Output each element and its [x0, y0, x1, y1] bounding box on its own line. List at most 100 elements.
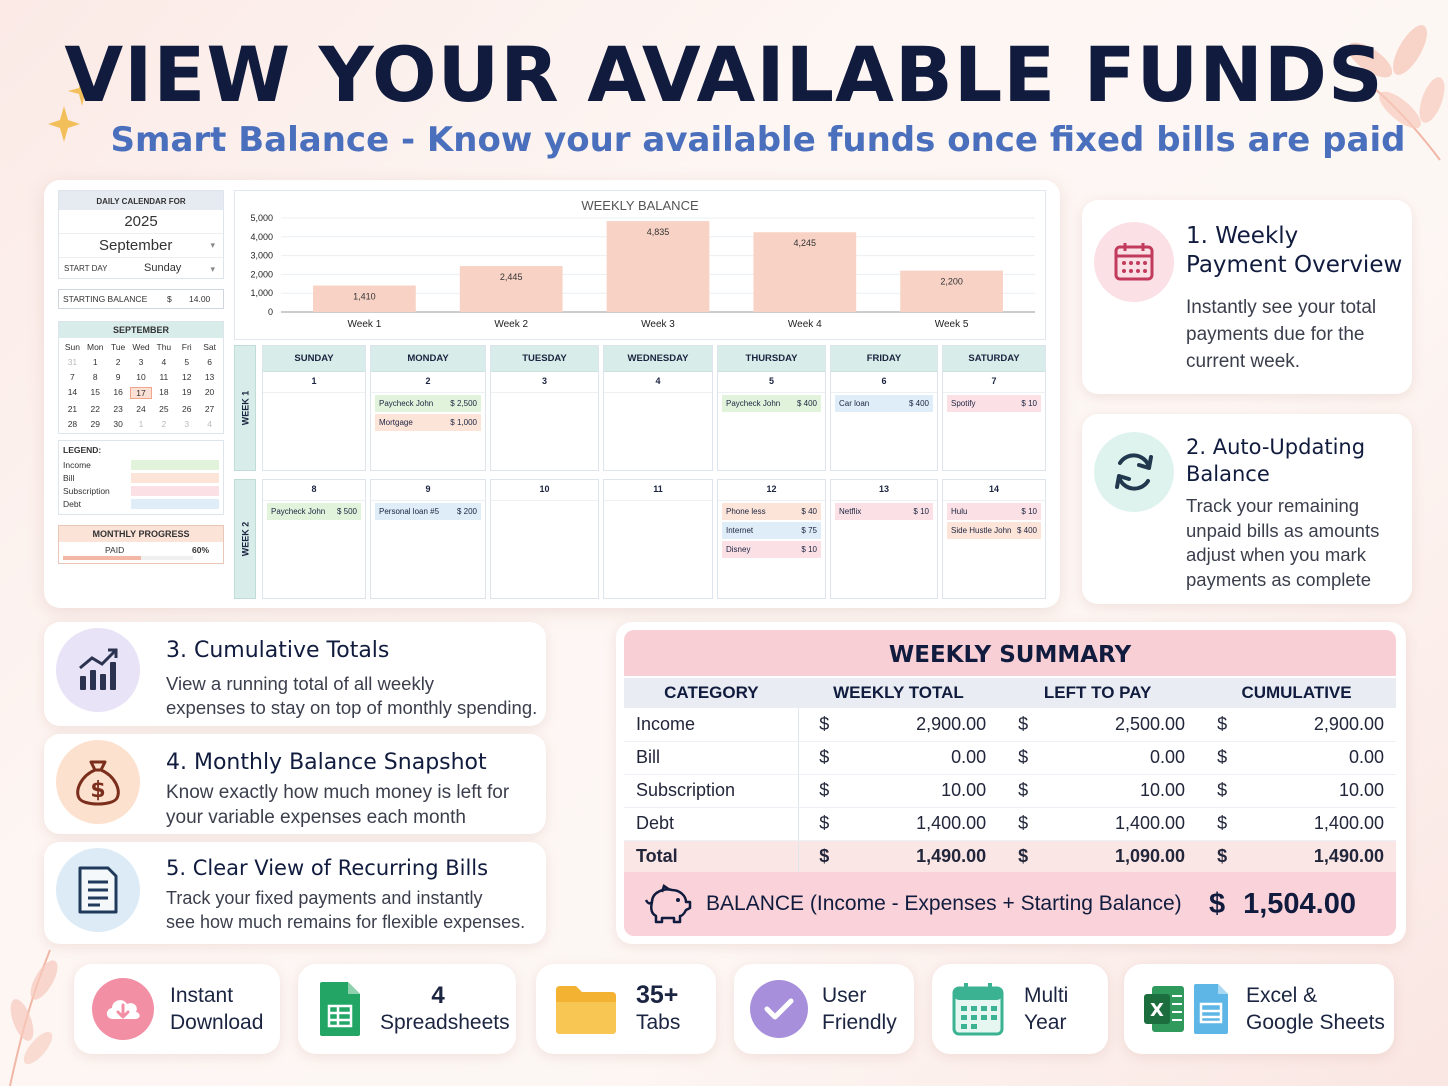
payment-entry[interactable]: Mortgage $ 1,000 — [375, 414, 481, 431]
start-day-value: Sunday — [144, 262, 182, 274]
week-label-text: WEEK 2 — [240, 521, 251, 557]
day-cell[interactable]: 14 Hulu $ 10 Side Hustle John $ 400 — [942, 479, 1046, 599]
mini-calendar-day[interactable]: 13 — [204, 372, 215, 382]
weekly-summary-table: CATEGORY WEEKLY TOTAL LEFT TO PAY CUMULA… — [624, 678, 1396, 874]
mini-calendar-day[interactable]: 12 — [181, 372, 192, 382]
mini-calendar-day[interactable]: 4 — [207, 419, 212, 429]
mini-calendar-day[interactable]: 2 — [161, 419, 167, 429]
mini-calendar-day[interactable]: 31 — [67, 357, 78, 367]
mini-calendar-day[interactable]: 16 — [113, 387, 123, 397]
start-day-select[interactable]: START DAY Sunday — [59, 257, 223, 278]
payment-entry[interactable]: Spotify $ 10 — [947, 395, 1041, 412]
day-cell[interactable]: SATURDAY 7 Spotify $ 10 — [942, 345, 1046, 471]
day-cell[interactable]: 11 — [603, 479, 713, 599]
month-select[interactable]: September — [59, 233, 223, 257]
mini-calendar-day[interactable]: 25 — [159, 404, 169, 414]
feature-desc-line: Track your remaining — [1186, 495, 1360, 516]
day-cell[interactable]: WEDNESDAY 4 — [603, 345, 713, 471]
starting-balance-value[interactable]: 14.00 — [189, 294, 211, 304]
feature-card-monthly-snapshot: $ 4. Monthly Balance Snapshot Know exact… — [44, 734, 546, 834]
mini-calendar-weekday: Mon — [87, 342, 104, 352]
mini-calendar-day[interactable]: 29 — [90, 419, 100, 429]
column-header: LEFT TO PAY — [998, 678, 1198, 708]
cumulative-cell: 1,400.00 — [1227, 807, 1396, 841]
mini-calendar-day[interactable]: 11 — [159, 372, 169, 382]
weekly-cell: 1,490.00 — [829, 840, 999, 874]
payment-entry[interactable]: Car loan $ 400 — [835, 395, 933, 412]
payment-entry[interactable]: Personal loan #5 $ 200 — [375, 503, 481, 520]
mini-calendar-day[interactable]: 17 — [129, 387, 153, 399]
column-header: CUMULATIVE — [1197, 678, 1396, 708]
feature-title-line: 1. Weekly — [1186, 223, 1299, 249]
mini-calendar-day[interactable]: 3 — [184, 419, 190, 429]
y-tick-label: 3,000 — [250, 251, 273, 261]
chart-growth-icon — [56, 628, 140, 712]
mini-calendar-day[interactable]: 24 — [136, 404, 146, 414]
legend-item: Income — [63, 458, 219, 471]
x-tick-label: Week 4 — [788, 319, 822, 330]
mini-calendar-day[interactable]: 2 — [115, 357, 121, 367]
mini-calendar-day[interactable]: 1 — [92, 357, 98, 367]
day-cell[interactable]: 8 Paycheck John $ 500 — [262, 479, 366, 599]
day-cell[interactable]: 9 Personal loan #5 $ 200 — [370, 479, 486, 599]
day-cell[interactable]: TUESDAY 3 — [490, 345, 599, 471]
mini-calendar-day[interactable]: 19 — [181, 387, 192, 397]
payment-entry[interactable]: Hulu $ 10 — [947, 503, 1041, 520]
feature-desc-line: your variable expenses each month — [166, 807, 466, 828]
y-tick-label: 1,000 — [250, 288, 273, 298]
mini-calendar-day[interactable]: 1 — [138, 419, 144, 429]
currency-cell: $ — [1197, 741, 1228, 775]
day-name-header: SATURDAY — [943, 346, 1045, 372]
total-row: Total $1,490.00 $1,090.00 $1,490.00 — [624, 840, 1396, 874]
payment-entry[interactable]: Phone less $ 40 — [722, 503, 821, 520]
mini-calendar-day[interactable]: 8 — [92, 372, 98, 382]
starting-balance-currency: $ — [167, 294, 172, 304]
mini-calendar-day[interactable]: 22 — [90, 404, 100, 414]
mini-calendar-day[interactable]: 5 — [184, 357, 190, 367]
mini-calendar-day[interactable]: 9 — [115, 372, 121, 382]
chart-bar — [313, 285, 416, 312]
payment-entry[interactable]: Paycheck John $ 500 — [267, 503, 361, 520]
payment-entry[interactable]: Paycheck John $ 400 — [722, 395, 821, 412]
payment-amount: $ 10 — [1021, 507, 1037, 516]
mini-calendar-day[interactable]: 18 — [159, 387, 169, 397]
day-cell[interactable]: SUNDAY 1 — [262, 345, 366, 471]
mini-calendar-day[interactable]: 15 — [90, 387, 100, 397]
mini-calendar-day[interactable]: 26 — [181, 404, 192, 414]
mini-calendar-day[interactable]: 6 — [207, 357, 212, 367]
day-cell[interactable]: MONDAY 2 Paycheck John $ 2,500 Mortgage $ 1,0… — [370, 345, 486, 471]
day-cell[interactable]: THURSDAY 5 Paycheck John $ 400 — [717, 345, 826, 471]
weekly-cell: 10.00 — [829, 774, 999, 808]
payment-entry[interactable]: Internet $ 75 — [722, 522, 821, 539]
mini-calendar-day[interactable]: 27 — [204, 404, 215, 414]
day-cell[interactable]: FRIDAY 6 Car loan $ 400 — [830, 345, 938, 471]
payment-entry[interactable]: Paycheck John $ 2,500 — [375, 395, 481, 412]
payment-name: Personal loan #5 — [379, 507, 440, 516]
check-circle-icon — [750, 980, 808, 1038]
day-cell[interactable]: 13 Netflix $ 10 — [830, 479, 938, 599]
payment-entry[interactable]: Disney $ 10 — [722, 541, 821, 558]
category-cell: Debt — [624, 807, 800, 841]
mini-calendar-day[interactable]: 21 — [67, 404, 78, 414]
feature-card-recurring-bills: 5. Clear View of Recurring Bills Track y… — [44, 842, 546, 944]
mini-calendar-day[interactable]: 7 — [70, 372, 75, 382]
mini-calendar-day[interactable]: 20 — [204, 387, 215, 397]
payment-entry[interactable]: Netflix $ 10 — [835, 503, 933, 520]
mini-calendar-day[interactable]: 4 — [161, 357, 167, 367]
mini-calendar-day[interactable]: 3 — [138, 357, 144, 367]
payment-entry[interactable]: Side Hustle John $ 400 — [947, 522, 1041, 539]
mini-calendar-day[interactable]: 23 — [113, 404, 123, 414]
day-number: 8 — [263, 480, 365, 501]
day-cell[interactable]: 10 — [490, 479, 599, 599]
mini-calendar-day[interactable]: 14 — [67, 387, 78, 397]
mini-calendar-day[interactable]: 30 — [113, 419, 123, 429]
currency-cell: $ — [1197, 774, 1228, 808]
currency-cell: $ — [798, 807, 830, 841]
day-cell[interactable]: 12 Phone less $ 40 Internet $ 75 Disney $ 10 — [717, 479, 826, 599]
currency-cell: $ — [1197, 807, 1228, 841]
year-field[interactable]: 2025 — [124, 213, 158, 230]
mini-calendar-day[interactable]: 28 — [67, 419, 78, 429]
day-number: 14 — [943, 480, 1045, 501]
day-name-header: SUNDAY — [263, 346, 365, 372]
mini-calendar-day[interactable]: 10 — [136, 372, 146, 382]
